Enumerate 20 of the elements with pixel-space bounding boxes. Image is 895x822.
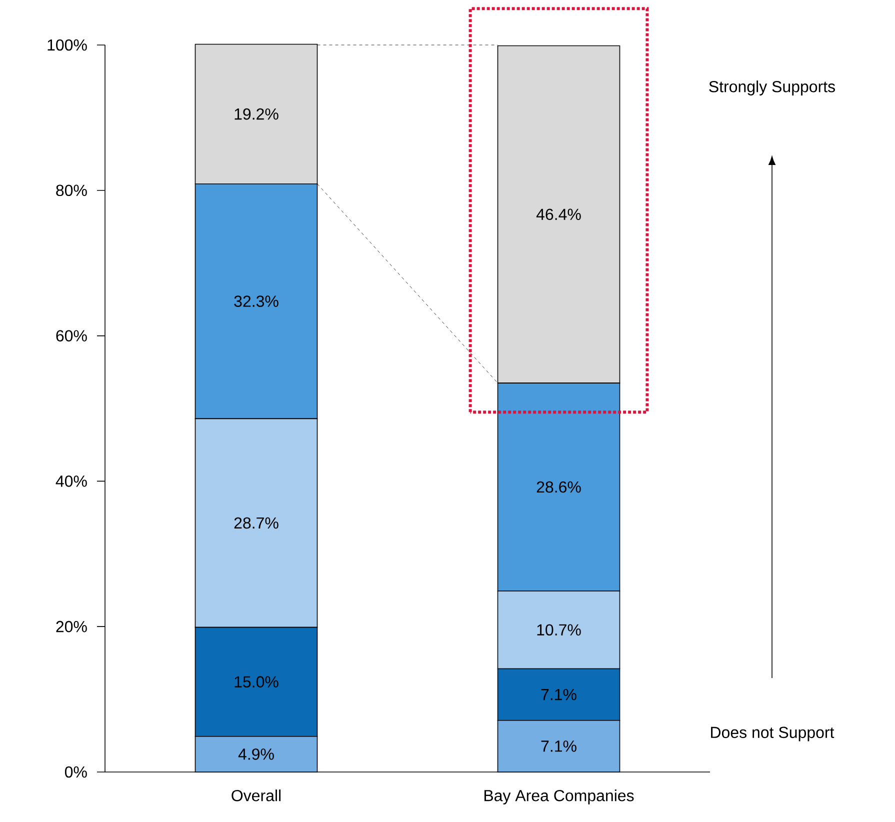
y-tick-label: 100% bbox=[48, 39, 87, 51]
data-label: 19.2% bbox=[234, 108, 278, 120]
text: Does not Support bbox=[711, 726, 834, 742]
y-tick-label: 0% bbox=[64, 766, 87, 778]
data-label: 7.1% bbox=[541, 688, 576, 700]
data-label: 28.7% bbox=[234, 517, 278, 529]
data-label: 10.7% bbox=[537, 624, 581, 636]
data-label: 4.9% bbox=[238, 748, 274, 760]
y-tick-label: 40% bbox=[56, 476, 87, 487]
y-tick-label: 80% bbox=[56, 184, 87, 196]
data-label: 46.4% bbox=[536, 208, 581, 220]
data-label: 7.1% bbox=[541, 740, 576, 752]
x-tick-label: Bay Area Companies bbox=[484, 790, 634, 804]
data-label: 32.3% bbox=[234, 296, 278, 307]
x-tick-label: Overall bbox=[232, 790, 281, 802]
data-label: 15.0% bbox=[234, 676, 278, 688]
annotation: Strongly Supports bbox=[709, 80, 835, 96]
data-label: 28.6% bbox=[536, 481, 581, 493]
y-tick-label: 20% bbox=[56, 620, 87, 632]
y-tick-label: 60% bbox=[56, 330, 87, 342]
